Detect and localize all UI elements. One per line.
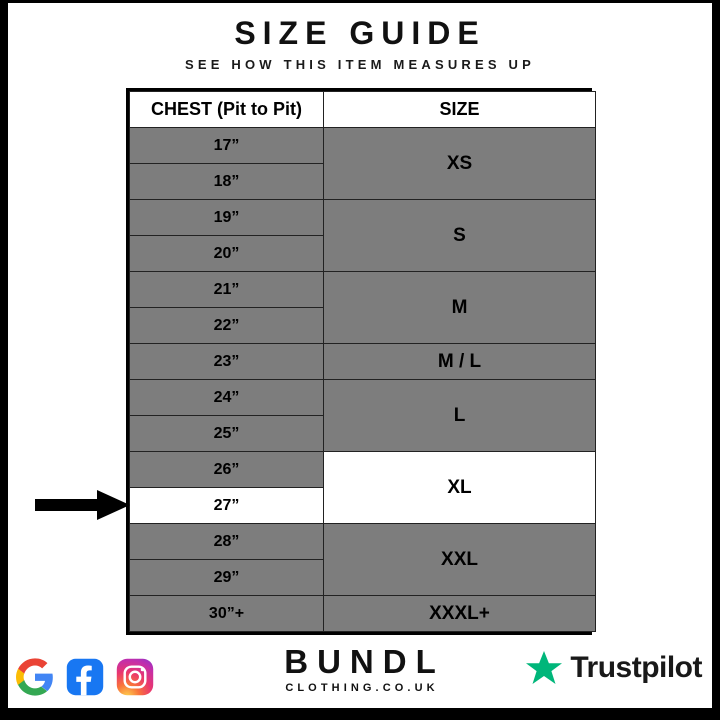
facebook-icon[interactable]	[66, 658, 104, 696]
chest-cell: 23”	[129, 343, 324, 380]
chest-cell: 17”	[129, 127, 324, 164]
page-title: SIZE GUIDE	[234, 15, 486, 51]
chest-cell: 29”	[129, 559, 324, 596]
size-table: CHEST (Pit to Pit) SIZE 17” XS 18” 19” S 20” 2…	[129, 91, 596, 632]
size-cell: XS	[323, 127, 596, 200]
table-row: 29”	[129, 559, 596, 596]
column-header-size: SIZE	[323, 91, 596, 128]
table-row: 21” M	[129, 271, 596, 344]
size-cell: XXXL+	[323, 595, 596, 632]
chest-cell: 20”	[129, 235, 324, 272]
social-links	[16, 658, 154, 696]
page-subtitle: SEE HOW THIS ITEM MEASURES UP	[184, 57, 536, 72]
table-row: 24” L	[129, 379, 596, 452]
chest-cell: 27”	[129, 487, 324, 524]
right-arrow-icon	[35, 490, 130, 520]
table-row: 26” XL	[129, 451, 596, 524]
chest-cell: 21”	[129, 271, 324, 308]
chest-cell: 22”	[129, 307, 324, 344]
table-row: 28” XXL	[129, 523, 596, 596]
size-cell: S	[323, 199, 596, 272]
chest-cell: 19”	[129, 199, 324, 236]
column-header-chest: CHEST (Pit to Pit)	[129, 91, 324, 128]
chest-cell: 30”+	[129, 595, 324, 632]
brand-logo: BUNDL CLOTHING.CO.UK	[275, 645, 444, 694]
brand-name: BUNDL	[284, 643, 445, 680]
table-row: 27”	[129, 487, 596, 524]
chest-cell: 24”	[129, 379, 324, 416]
trustpilot-star-icon	[524, 648, 564, 688]
size-table-container: CHEST (Pit to Pit) SIZE 17” XS 18” 19” S 20” 2…	[126, 88, 596, 635]
size-cell: M	[323, 271, 596, 344]
table-row: 18”	[129, 163, 596, 200]
size-cell: M / L	[323, 343, 596, 380]
table-row: 25”	[129, 415, 596, 452]
brand-domain: CLOTHING.CO.UK	[285, 682, 439, 694]
instagram-icon[interactable]	[116, 658, 154, 696]
size-cell: XXL	[323, 523, 596, 596]
size-cell: L	[323, 379, 596, 452]
table-row: 23” M / L	[129, 343, 596, 380]
table-row: 30”+ XXXL+	[129, 595, 596, 632]
trustpilot-label: Trustpilot	[570, 651, 702, 684]
trustpilot-logo: Trustpilot	[524, 648, 702, 688]
size-guide-content: SIZE GUIDE SEE HOW THIS ITEM MEASURES UP…	[8, 3, 712, 708]
footer: BUNDL CLOTHING.CO.UK Trustpilot	[8, 626, 712, 704]
size-table-head: CHEST (Pit to Pit) SIZE	[129, 91, 596, 128]
table-header-row: CHEST (Pit to Pit) SIZE	[129, 91, 596, 128]
chest-cell: 18”	[129, 163, 324, 200]
table-row: 20”	[129, 235, 596, 272]
table-row: 17” XS	[129, 127, 596, 200]
chest-cell: 26”	[129, 451, 324, 488]
google-icon[interactable]	[16, 658, 54, 696]
chest-cell: 28”	[129, 523, 324, 560]
table-row: 19” S	[129, 199, 596, 272]
chest-cell: 25”	[129, 415, 324, 452]
size-cell: XL	[323, 451, 596, 524]
size-table-body: 17” XS 18” 19” S 20” 21” M 22” 23” M / L 24” L 25” 26”…	[129, 127, 596, 632]
